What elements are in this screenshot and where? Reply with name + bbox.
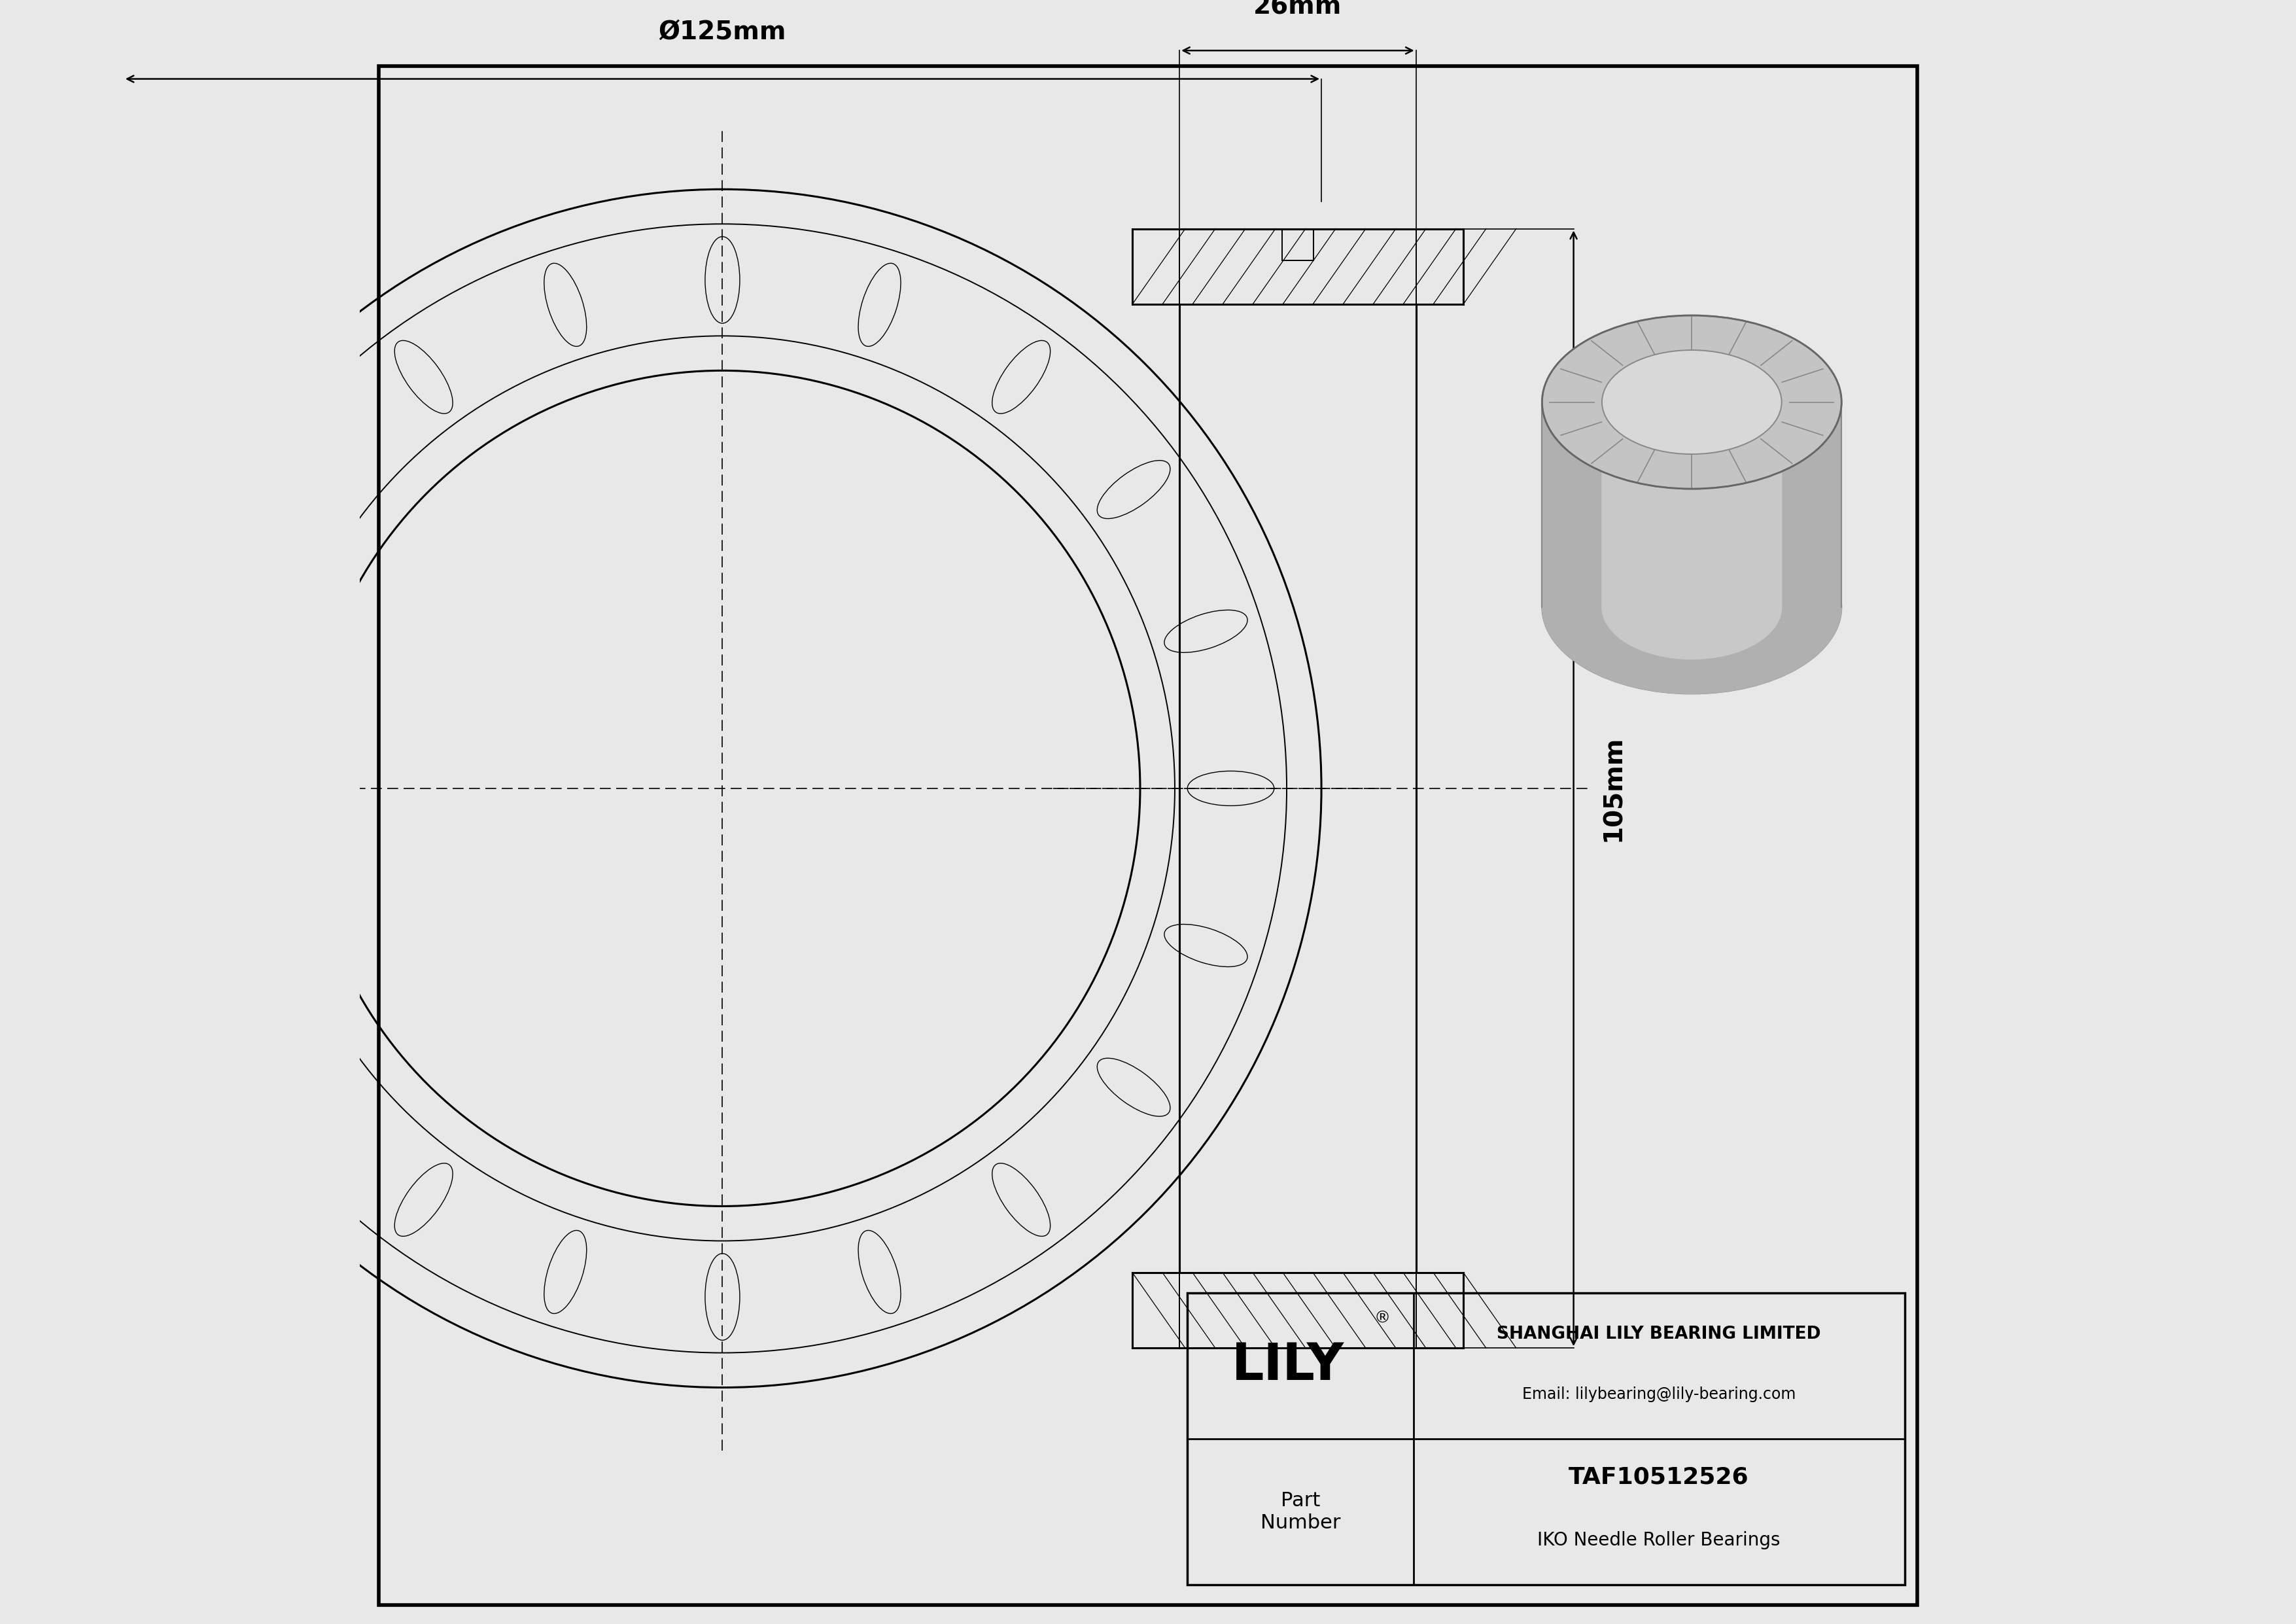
Bar — [1187, 1293, 1906, 1585]
Text: Email: lilybearing@lily-bearing.com: Email: lilybearing@lily-bearing.com — [1522, 1387, 1795, 1402]
Text: 26mm: 26mm — [1254, 0, 1343, 19]
Text: ®: ® — [1373, 1311, 1391, 1327]
Text: IKO Needle Roller Bearings: IKO Needle Roller Bearings — [1538, 1531, 1779, 1549]
Text: TAF10512526: TAF10512526 — [1568, 1466, 1750, 1488]
Ellipse shape — [1543, 520, 1841, 693]
Text: SHANGHAI LILY BEARING LIMITED: SHANGHAI LILY BEARING LIMITED — [1497, 1325, 1821, 1343]
Text: LILY: LILY — [1231, 1341, 1343, 1390]
Ellipse shape — [1603, 351, 1782, 455]
Text: Part
Number: Part Number — [1261, 1491, 1341, 1531]
Text: Ø125mm: Ø125mm — [659, 19, 785, 44]
Polygon shape — [1543, 403, 1841, 693]
Ellipse shape — [1543, 315, 1841, 489]
Polygon shape — [1603, 403, 1782, 659]
Text: 105mm: 105mm — [1600, 736, 1626, 841]
